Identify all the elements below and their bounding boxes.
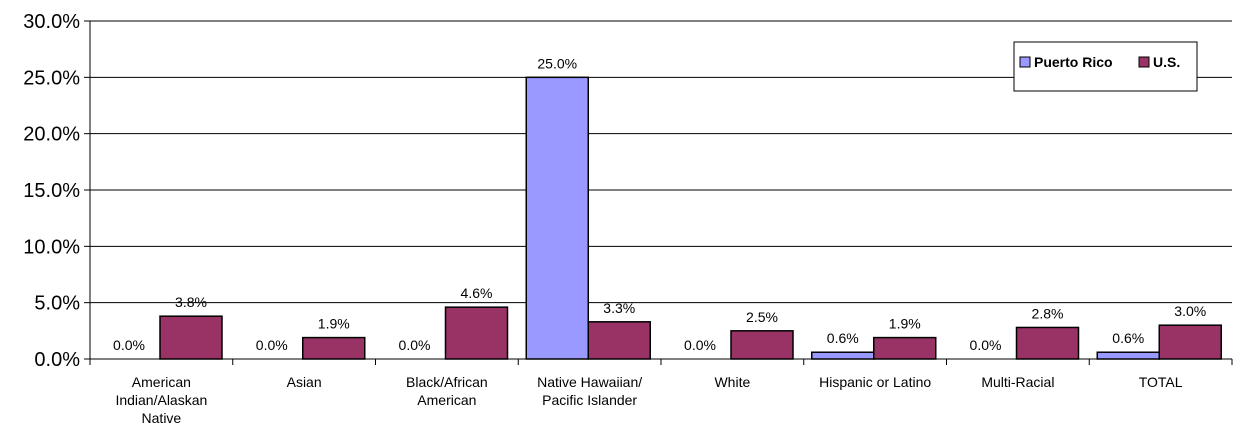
y-tick-label: 10.0% — [23, 236, 80, 258]
data-label: 3.3% — [603, 300, 635, 316]
category-label: Asian — [287, 374, 322, 390]
data-label: 0.0% — [113, 337, 145, 353]
category-label: TOTAL — [1139, 374, 1183, 390]
category-label: Native Hawaiian/Pacific Islander — [537, 374, 642, 408]
bar-puerto-rico-7 — [1096, 351, 1160, 360]
bars — [159, 76, 1222, 360]
legend-swatch — [1138, 56, 1150, 68]
legend-label: Puerto Rico — [1034, 54, 1113, 70]
y-tick-label: 20.0% — [23, 124, 80, 146]
data-label: 2.8% — [1032, 305, 1064, 321]
category-label: Black/African American — [406, 374, 488, 408]
labels: 0.0% 5.0% 10.0% 15.0% 20.0% 25.0% 30.0% 0.0% 0.0… — [23, 11, 1206, 426]
category-label: Hispanic or Latino — [819, 374, 931, 390]
data-label: 0.0% — [684, 337, 716, 353]
bar-u-s--7 — [1158, 324, 1222, 360]
legend-box — [1013, 41, 1198, 92]
bar-u-s--5 — [873, 336, 937, 360]
bar-puerto-rico-5 — [811, 351, 875, 360]
bar-u-s--3 — [587, 321, 651, 360]
y-tick-label: 15.0% — [23, 180, 80, 202]
data-label: 0.6% — [827, 330, 859, 346]
legend-swatch — [1019, 56, 1031, 68]
bar-u-s--4 — [730, 330, 794, 360]
data-label: 2.5% — [746, 309, 778, 325]
legend-label: U.S. — [1153, 54, 1180, 70]
data-label: 1.9% — [318, 316, 350, 332]
y-tick-label: 25.0% — [23, 67, 80, 89]
data-label: 4.6% — [461, 285, 493, 301]
y-tick-label: 0.0% — [34, 349, 80, 371]
gridlines — [90, 20, 1232, 304]
data-label: 3.0% — [1174, 303, 1206, 319]
data-label: 25.0% — [537, 55, 577, 71]
y-tick-label: 30.0% — [23, 11, 80, 33]
data-label: 1.9% — [889, 316, 921, 332]
category-label: Multi-Racial — [981, 374, 1054, 390]
data-label: 3.8% — [175, 294, 207, 310]
axes — [84, 20, 1233, 365]
bar-u-s--2 — [444, 306, 509, 360]
category-label: American Indian/Alaskan Native — [115, 374, 207, 426]
data-label: 0.0% — [970, 337, 1002, 353]
bar-u-s--0 — [159, 315, 223, 360]
bar-puerto-rico-3 — [525, 76, 589, 360]
data-label: 0.0% — [256, 337, 288, 353]
legend: Puerto Rico U.S. — [1013, 41, 1198, 92]
y-tick-label: 5.0% — [34, 293, 80, 315]
data-label: 0.6% — [1112, 330, 1144, 346]
bar-u-s--6 — [1015, 326, 1080, 360]
bar-u-s--1 — [302, 336, 366, 360]
category-label: White — [714, 374, 750, 390]
data-label: 0.0% — [399, 337, 431, 353]
